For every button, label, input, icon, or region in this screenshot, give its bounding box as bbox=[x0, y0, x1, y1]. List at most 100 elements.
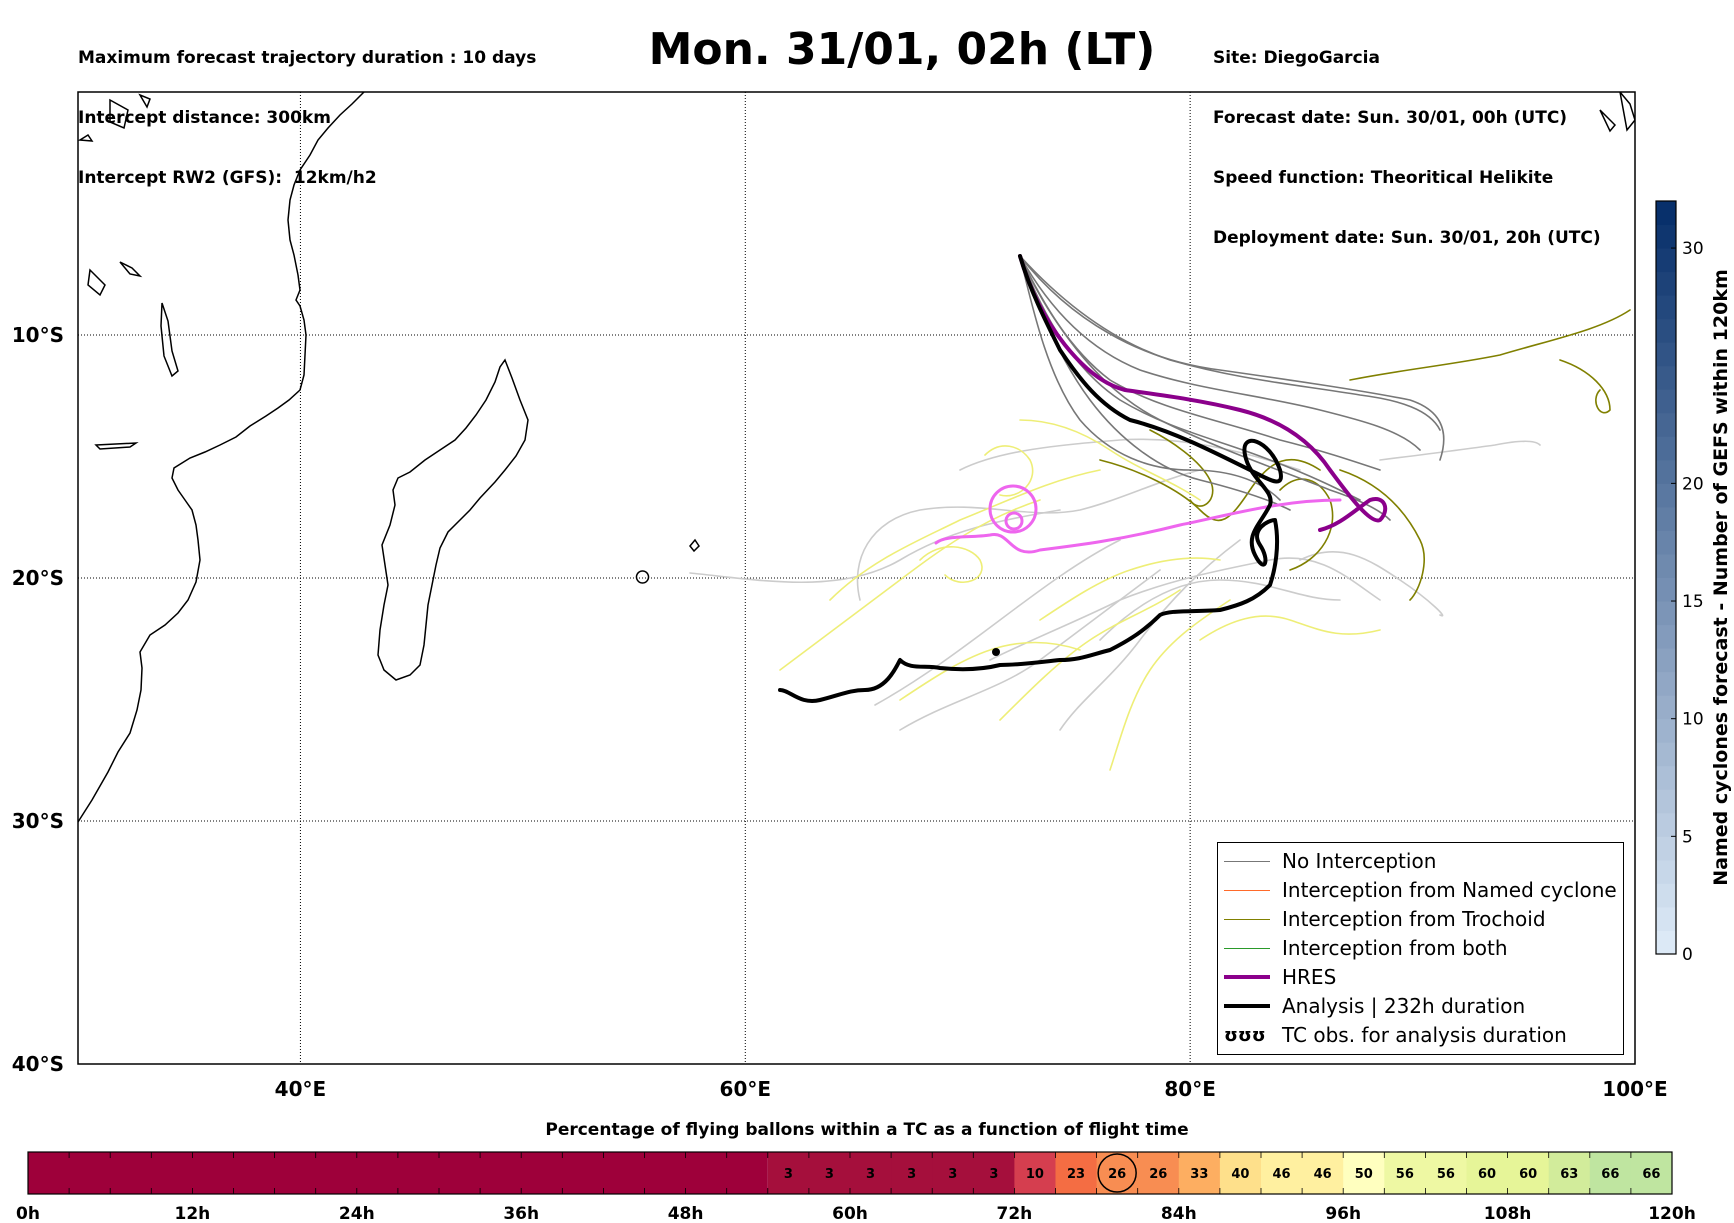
legend-label: Interception from Trochoid bbox=[1282, 907, 1546, 931]
track bbox=[1559, 359, 1611, 414]
tc-obs-line bbox=[934, 498, 1342, 554]
header-left: Maximum forecast trajectory duration : 1… bbox=[78, 8, 536, 208]
track bbox=[1039, 557, 1221, 621]
colorbar-cell bbox=[1589, 1152, 1632, 1194]
colorbar-band bbox=[1656, 930, 1676, 955]
legend-label: TC obs. for analysis duration bbox=[1282, 1023, 1567, 1047]
track bbox=[1059, 539, 1241, 731]
colorbar-hour-label: 24h bbox=[339, 1204, 375, 1223]
header-left-line: Intercept RW2 (GFS): 12km/h2 bbox=[78, 168, 377, 188]
colorbar-cell-label: 56 bbox=[1437, 1167, 1455, 1182]
colorbar-hour-label: 120h bbox=[1648, 1204, 1696, 1223]
legend-swatch bbox=[1224, 860, 1270, 862]
hres-track bbox=[1018, 254, 1388, 532]
tc-obs-loop-small bbox=[1004, 511, 1024, 531]
header-left-line: Intercept distance: 300km bbox=[78, 108, 331, 128]
africa-coastline bbox=[78, 92, 365, 823]
colorbar-band bbox=[1656, 318, 1676, 343]
colorbar-band bbox=[1656, 365, 1676, 390]
colorbar-hour-label: 72h bbox=[997, 1204, 1033, 1223]
legend-item-no-interception: No Interception bbox=[1224, 847, 1436, 875]
colorbar-cell-label: 63 bbox=[1560, 1167, 1578, 1182]
track bbox=[829, 469, 1101, 601]
colorbar-cell-label: 46 bbox=[1273, 1167, 1291, 1182]
colorbar-cell bbox=[1137, 1152, 1180, 1194]
colorbar-tick-label: 30 bbox=[1682, 239, 1704, 259]
track bbox=[899, 569, 1161, 731]
colorbar-band bbox=[1656, 271, 1676, 296]
track bbox=[984, 445, 1034, 497]
map-frame bbox=[77, 91, 1636, 1065]
colorbar-tick-label: 0 bbox=[1682, 945, 1693, 965]
legend-swatch bbox=[1224, 918, 1270, 920]
colorbar-band bbox=[1656, 553, 1676, 578]
page-title: Mon. 31/01, 02h (LT) bbox=[648, 24, 1156, 75]
colorbar-cell-label: 60 bbox=[1478, 1167, 1496, 1182]
tc-symbol-icon: ʊʊʊ bbox=[1224, 1024, 1266, 1046]
colorbar-cell bbox=[1014, 1152, 1056, 1194]
track bbox=[1099, 579, 1341, 641]
colorbar-cell-label: 3 bbox=[784, 1167, 793, 1182]
gray-ensemble-tracks bbox=[689, 438, 1541, 731]
colorbar-cell-label: 10 bbox=[1026, 1167, 1044, 1182]
track bbox=[779, 499, 1041, 671]
track bbox=[1349, 309, 1631, 381]
colorbar-cell bbox=[1630, 1152, 1673, 1194]
colorbar-cell-label: 26 bbox=[1108, 1167, 1126, 1182]
colorbar-band bbox=[1656, 718, 1676, 743]
colorbar-cell bbox=[808, 1152, 851, 1194]
colorbar-cell-label: 23 bbox=[1067, 1167, 1085, 1182]
colorbar-band bbox=[1656, 836, 1676, 861]
tc-obs-track bbox=[934, 484, 1342, 554]
track bbox=[1379, 440, 1541, 461]
mauritius-island bbox=[689, 538, 700, 553]
comoros-islands bbox=[160, 302, 179, 378]
colorbar-cell bbox=[932, 1152, 974, 1194]
colorbar-tick-label: 10 bbox=[1682, 710, 1704, 730]
colorbar-band bbox=[1656, 906, 1676, 931]
coastlines bbox=[78, 92, 1635, 823]
track bbox=[856, 469, 1201, 601]
current-time-marker bbox=[1097, 1153, 1137, 1193]
track bbox=[1019, 255, 1445, 461]
no-interception-tracks bbox=[1019, 255, 1445, 521]
legend-item-trochoid: Interception from Trochoid bbox=[1224, 905, 1546, 933]
colorbar-band bbox=[1656, 224, 1676, 249]
colorbar-hour-label: 96h bbox=[1325, 1204, 1361, 1223]
track bbox=[874, 539, 1121, 706]
colorbar-band bbox=[1656, 577, 1676, 602]
colorbar-cell bbox=[1466, 1152, 1509, 1194]
madagascar-coastline bbox=[377, 358, 529, 681]
colorbar-band bbox=[1656, 436, 1676, 461]
colorbar-axis-label: Named cyclones forecast - Number of GEFS… bbox=[1710, 269, 1732, 886]
colorbar-cell-label: 66 bbox=[1601, 1167, 1619, 1182]
track bbox=[1019, 255, 1391, 521]
colorbar-band bbox=[1656, 789, 1676, 814]
colorbar-cell-label: 3 bbox=[825, 1167, 834, 1182]
colorbar-band bbox=[1656, 412, 1676, 437]
header-right: Site: DiegoGarcia Forecast date: Sun. 30… bbox=[1213, 8, 1601, 268]
header-right-line: Speed function: Theoritical Helikite bbox=[1213, 168, 1554, 188]
legend-label: Interception from both bbox=[1282, 936, 1508, 960]
colorbar-band bbox=[1656, 859, 1676, 884]
track bbox=[919, 546, 983, 584]
top-right-islands bbox=[1599, 92, 1635, 133]
colorbar-band bbox=[1656, 459, 1676, 484]
legend-swatch bbox=[1224, 1004, 1270, 1008]
legend-item-analysis: Analysis | 232h duration bbox=[1224, 992, 1525, 1020]
legend-item-hres: HRES bbox=[1224, 963, 1336, 991]
colorbar-cell-label: 26 bbox=[1149, 1167, 1167, 1182]
colorbar-cell-label: 3 bbox=[989, 1167, 998, 1182]
colorbar-cell bbox=[1055, 1152, 1098, 1194]
colorbar-band bbox=[1656, 201, 1676, 226]
header-right-line: Deployment date: Sun. 30/01, 20h (UTC) bbox=[1213, 228, 1601, 248]
lat-tick-label: 10°S bbox=[12, 323, 64, 347]
colorbar-empty-segment bbox=[28, 1152, 768, 1194]
track bbox=[989, 557, 1381, 661]
track bbox=[999, 589, 1181, 721]
track bbox=[1019, 255, 1281, 501]
colorbar-hour-label: 60h bbox=[832, 1204, 868, 1223]
colorbar-band bbox=[1656, 506, 1676, 531]
colorbar-band bbox=[1656, 695, 1676, 720]
colorbar-band bbox=[1656, 295, 1676, 320]
